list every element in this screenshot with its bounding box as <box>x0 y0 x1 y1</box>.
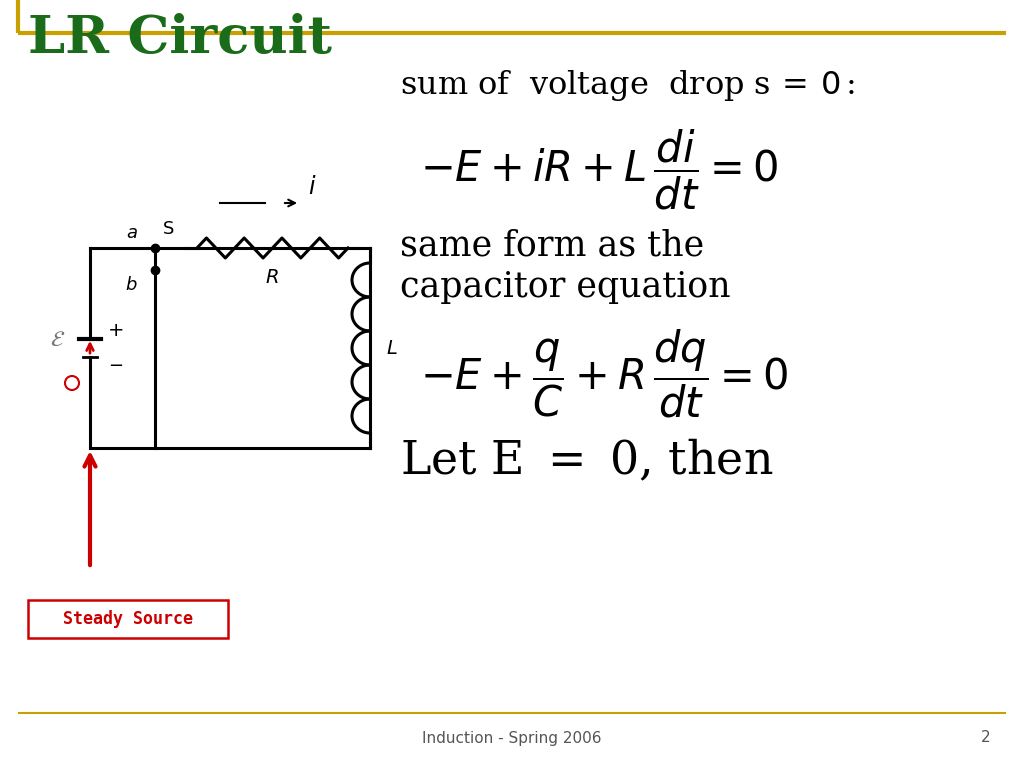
Text: 2: 2 <box>980 730 990 746</box>
Text: sum of  voltage  drop s$\,{=}\,0\,$:: sum of voltage drop s$\,{=}\,0\,$: <box>400 68 855 103</box>
Bar <box>28 600 228 638</box>
Text: +: + <box>108 320 125 339</box>
Text: Steady Source: Steady Source <box>63 610 193 628</box>
Text: $\mathbf{\mathit{i}}$: $\mathbf{\mathit{i}}$ <box>308 175 316 199</box>
Text: L: L <box>386 339 397 357</box>
Text: LR Circuit: LR Circuit <box>28 13 332 64</box>
Text: $-E + \dfrac{q}{C} + R\,\dfrac{dq}{dt} = 0$: $-E + \dfrac{q}{C} + R\,\dfrac{dq}{dt} =… <box>420 328 788 420</box>
Text: R: R <box>266 268 280 287</box>
Text: same form as the: same form as the <box>400 228 705 262</box>
Text: a: a <box>126 224 137 242</box>
Text: $-E + iR + L\,\dfrac{di}{dt} = 0$: $-E + iR + L\,\dfrac{di}{dt} = 0$ <box>420 128 778 212</box>
Text: −: − <box>108 357 123 375</box>
Text: S: S <box>163 220 174 238</box>
Text: Let E $=$ 0, then: Let E $=$ 0, then <box>400 438 773 484</box>
Text: $\mathcal{E}$: $\mathcal{E}$ <box>50 330 66 350</box>
Text: b: b <box>126 276 137 294</box>
Text: capacitor equation: capacitor equation <box>400 270 731 304</box>
Text: Induction - Spring 2006: Induction - Spring 2006 <box>422 730 602 746</box>
